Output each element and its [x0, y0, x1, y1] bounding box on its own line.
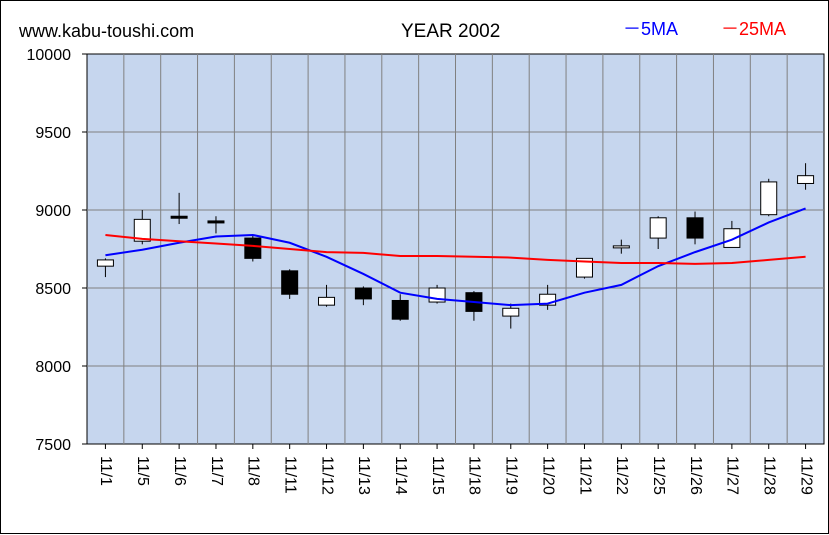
- x-tick-label: 11/7: [208, 456, 225, 486]
- y-tick-label: 9500: [35, 125, 71, 142]
- candle-body: [649, 217, 667, 239]
- candle-body: [281, 270, 299, 295]
- x-tick-label: 11/15: [429, 456, 446, 495]
- candle-body: [612, 245, 630, 249]
- x-tick-label: 11/12: [318, 456, 335, 495]
- candle: [686, 211, 704, 245]
- y-axis-ticks: 10000 9500 9000 8500 8000 7500: [27, 47, 87, 454]
- candle: [612, 239, 630, 254]
- y-tick-label: 8500: [35, 281, 71, 298]
- x-axis-ticks: 11/1 11/5 11/6 11/7 11/8 11/11 11/12 11/13 11/14…: [97, 444, 814, 495]
- x-tick-label: 11/20: [539, 456, 556, 495]
- candle: [649, 216, 667, 249]
- y-tick-label: 7500: [35, 437, 71, 454]
- x-tick-label: 11/6: [171, 456, 188, 486]
- candle: [539, 284, 557, 310]
- x-tick-label: 11/8: [245, 456, 262, 486]
- x-tick-label: 11/21: [576, 456, 593, 495]
- candle: [133, 210, 151, 245]
- candle-body: [797, 175, 815, 184]
- x-tick-label: 11/13: [355, 456, 372, 495]
- chart-title: YEAR 2002: [401, 21, 500, 42]
- x-tick-label: 11/29: [797, 456, 814, 495]
- x-tick-label: 11/25: [650, 456, 667, 495]
- moving-average-lines: [105, 207, 806, 307]
- y-tick-label: 10000: [27, 47, 72, 64]
- candle-body: [170, 215, 188, 219]
- gridlines: [87, 54, 824, 444]
- site-url: www.kabu-toushi.com: [18, 21, 194, 41]
- x-tick-label: 11/14: [392, 456, 409, 495]
- candle: [354, 286, 372, 306]
- ma-line-25ma: [105, 233, 806, 265]
- candle: [318, 284, 336, 307]
- candle-body: [354, 287, 372, 300]
- candle-body: [502, 307, 520, 317]
- x-tick-label: 11/1: [97, 456, 114, 486]
- candle: [244, 234, 262, 262]
- x-tick-label: 11/19: [503, 456, 520, 495]
- y-tick-label: 8000: [35, 359, 71, 376]
- candle-body: [96, 259, 114, 267]
- candle: [428, 284, 446, 304]
- candle: [575, 257, 593, 279]
- x-tick-label: 11/5: [134, 456, 151, 486]
- legend-5ma: －5MA: [623, 19, 678, 39]
- candle-body: [575, 257, 593, 278]
- candle-body: [244, 237, 262, 259]
- candle: [391, 294, 409, 321]
- legend-25ma: －25MA: [721, 19, 786, 39]
- candle: [723, 220, 741, 248]
- candle-body: [723, 228, 741, 248]
- candle-body: [760, 181, 778, 216]
- candle: [96, 258, 114, 278]
- candles: [96, 163, 815, 329]
- x-tick-label: 11/27: [724, 456, 741, 495]
- candle: [797, 163, 815, 190]
- x-tick-label: 11/11: [281, 456, 298, 494]
- x-tick-label: 11/18: [466, 456, 483, 495]
- candle-body: [207, 220, 225, 224]
- candle: [760, 178, 778, 217]
- candle: [502, 303, 520, 329]
- candle: [170, 192, 188, 225]
- ma-line-5ma: [105, 207, 806, 307]
- x-tick-label: 11/28: [760, 456, 777, 495]
- candle-body: [539, 293, 557, 306]
- candle-body: [133, 218, 151, 242]
- candle-body: [318, 296, 336, 306]
- candle: [281, 269, 299, 299]
- candle: [207, 216, 225, 234]
- y-tick-label: 9000: [35, 203, 71, 220]
- candle-body: [391, 299, 409, 320]
- x-tick-label: 11/26: [687, 456, 704, 495]
- x-tick-label: 11/22: [613, 456, 630, 495]
- candle-body: [686, 217, 704, 239]
